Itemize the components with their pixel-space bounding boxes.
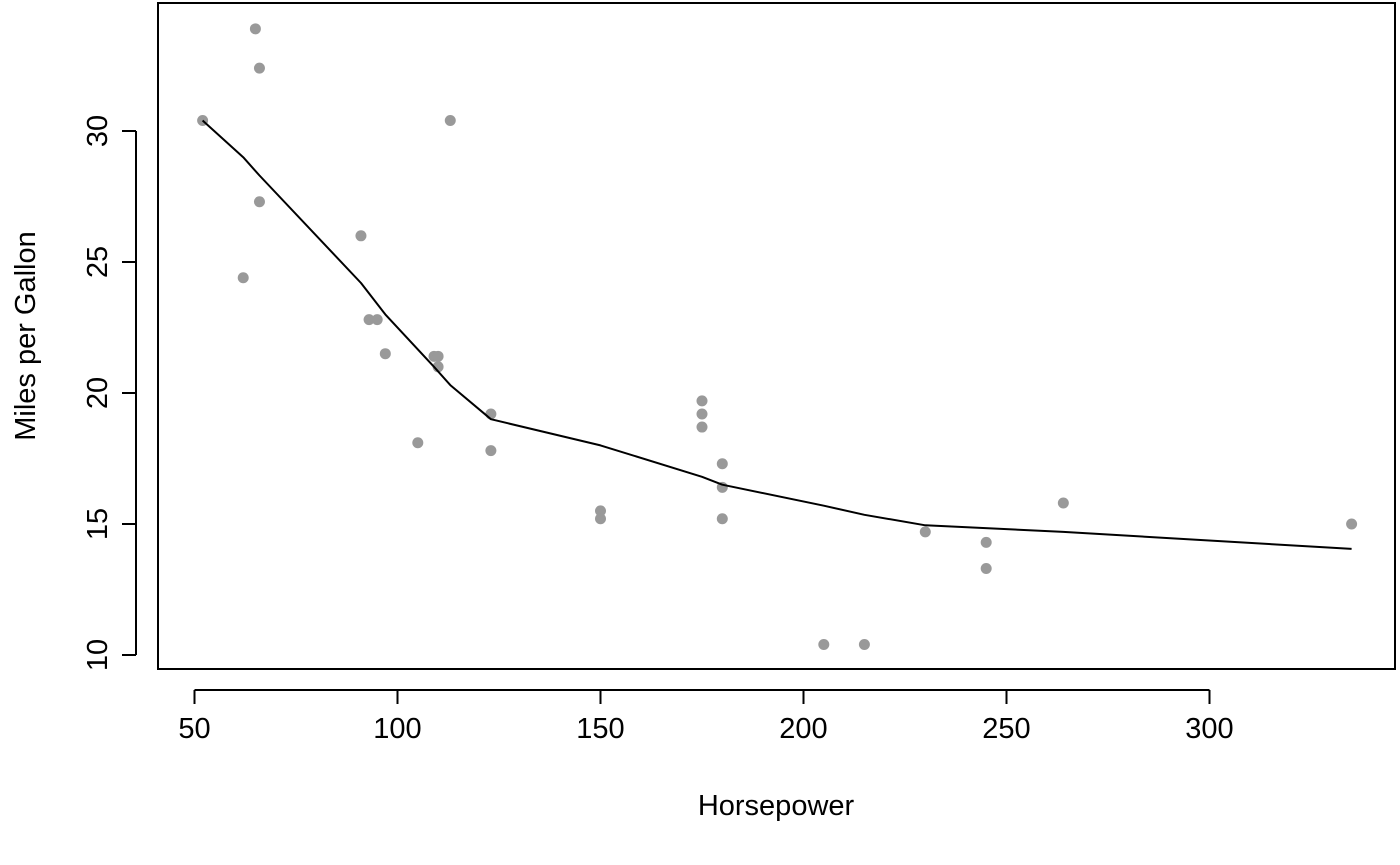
- data-point: [696, 408, 708, 420]
- y-tick-label: 25: [82, 246, 114, 278]
- data-point: [371, 314, 383, 326]
- x-tick-label: 50: [178, 713, 210, 745]
- data-point: [249, 23, 261, 35]
- data-points: [197, 23, 1358, 651]
- y-axis: 10 15 20 25 30: [82, 115, 137, 671]
- data-point: [858, 639, 870, 651]
- trend-line-group: [201, 119, 1352, 550]
- data-point: [696, 395, 708, 407]
- data-point: [595, 505, 606, 517]
- x-tick-label: 300: [1185, 713, 1233, 745]
- data-point: [919, 526, 931, 538]
- data-point: [432, 350, 444, 362]
- plot-frame: [157, 2, 1396, 670]
- data-point: [1057, 497, 1069, 509]
- data-point: [716, 513, 728, 525]
- x-axis: 50 100 150 200 250 300: [178, 689, 1234, 745]
- x-tick-label: 150: [576, 713, 624, 745]
- data-point: [818, 639, 830, 651]
- x-axis-title: Horsepower: [698, 790, 855, 822]
- data-point: [253, 62, 265, 74]
- data-point: [485, 408, 497, 420]
- y-axis-title: Miles per Gallon: [10, 231, 42, 441]
- y-tick-label: 30: [82, 115, 114, 147]
- data-point: [980, 536, 992, 548]
- data-point: [412, 437, 424, 449]
- x-tick-label: 200: [779, 713, 827, 745]
- y-tick-label: 20: [82, 377, 114, 409]
- data-point: [980, 563, 992, 575]
- data-point: [716, 458, 728, 470]
- data-point: [696, 421, 708, 433]
- data-point: [253, 196, 265, 208]
- data-point: [444, 115, 456, 127]
- data-point: [355, 230, 367, 242]
- data-point: [485, 445, 497, 457]
- data-point: [1346, 518, 1358, 530]
- x-tick-label: 100: [373, 713, 421, 745]
- x-tick-label: 250: [982, 713, 1030, 745]
- y-tick-label: 15: [82, 508, 114, 540]
- data-point: [237, 272, 249, 284]
- trend-line: [201, 119, 1352, 550]
- y-tick-label: 10: [82, 639, 114, 671]
- data-point: [379, 348, 391, 360]
- data-point: [363, 314, 375, 326]
- data-point: [595, 513, 606, 525]
